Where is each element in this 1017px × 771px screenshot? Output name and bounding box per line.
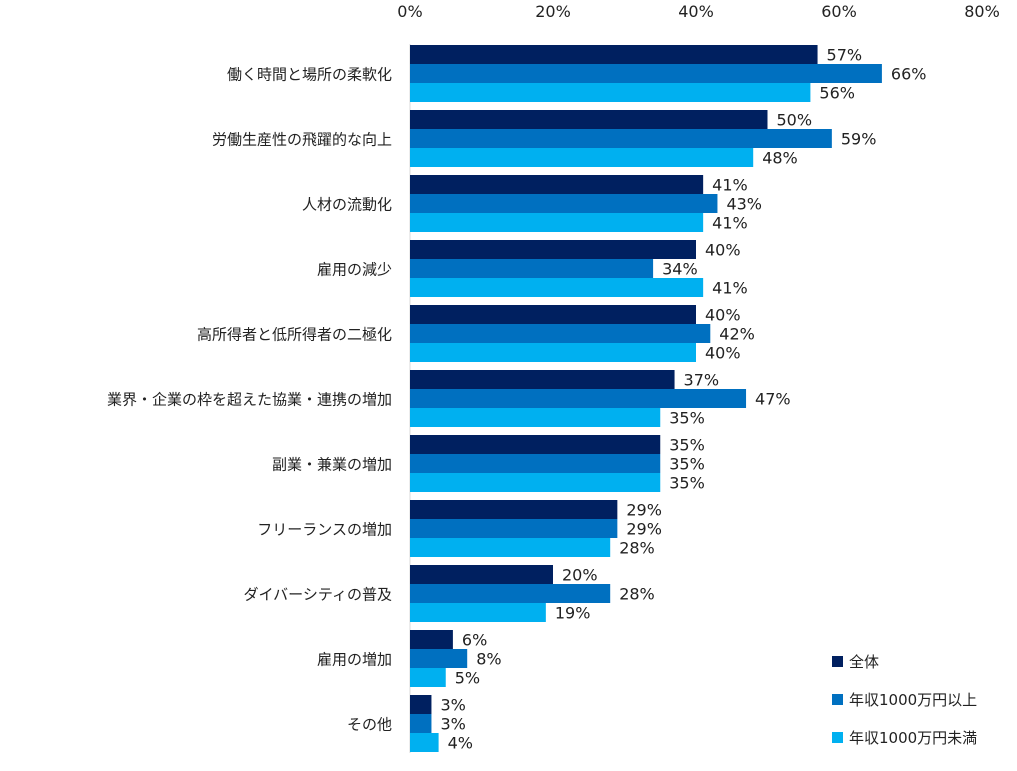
data-label: 8% xyxy=(476,650,501,669)
category-label: 業界・企業の枠を超えた協業・連携の増加 xyxy=(107,391,392,409)
bar xyxy=(410,64,882,83)
bar xyxy=(410,278,704,297)
data-label: 35% xyxy=(669,409,705,428)
legend-label: 年収1000万円以上 xyxy=(849,691,977,709)
data-label: 20% xyxy=(562,566,598,585)
data-label: 47% xyxy=(755,390,791,409)
bar xyxy=(410,45,818,64)
data-label: 48% xyxy=(762,149,798,168)
data-label: 40% xyxy=(705,344,741,363)
bar xyxy=(410,519,618,538)
bar xyxy=(410,175,704,194)
category-label: 働く時間と場所の柔軟化 xyxy=(227,66,392,84)
data-label: 35% xyxy=(669,474,705,493)
data-label: 40% xyxy=(705,306,741,325)
category-label: 労働生産性の飛躍的な向上 xyxy=(212,131,392,149)
bar xyxy=(410,565,553,584)
data-label: 29% xyxy=(626,501,662,520)
bar xyxy=(410,473,661,492)
bar xyxy=(410,213,704,232)
bar xyxy=(410,110,768,129)
data-label: 40% xyxy=(705,241,741,260)
category-label: フリーランスの増加 xyxy=(257,521,392,539)
bar xyxy=(410,389,747,408)
data-label: 42% xyxy=(719,325,755,344)
bar xyxy=(410,733,439,752)
legend-label: 年収1000万円未満 xyxy=(849,729,977,747)
bar xyxy=(410,83,811,102)
category-label: 人材の流動化 xyxy=(302,196,392,214)
data-label: 35% xyxy=(669,436,705,455)
data-label: 56% xyxy=(819,84,855,103)
data-label: 41% xyxy=(712,176,748,195)
legend-swatch xyxy=(832,732,843,743)
bar xyxy=(410,324,711,343)
data-label: 6% xyxy=(462,631,487,650)
data-label: 57% xyxy=(827,46,863,65)
data-label: 41% xyxy=(712,279,748,298)
data-label: 3% xyxy=(440,696,465,715)
bar xyxy=(410,584,611,603)
data-label: 50% xyxy=(777,111,813,130)
data-label: 66% xyxy=(891,65,927,84)
bar xyxy=(410,500,618,519)
bar xyxy=(410,668,446,687)
data-label: 34% xyxy=(662,260,698,279)
legend-swatch xyxy=(832,656,843,667)
data-label: 59% xyxy=(841,130,877,149)
category-label: 高所得者と低所得者の二極化 xyxy=(197,326,392,344)
bar xyxy=(410,714,432,733)
bar xyxy=(410,129,832,148)
bar xyxy=(410,148,754,167)
bar xyxy=(410,435,661,454)
category-label: 副業・兼業の増加 xyxy=(272,456,392,474)
data-label: 28% xyxy=(619,539,655,558)
bar xyxy=(410,454,661,473)
category-label: その他 xyxy=(347,716,392,734)
category-label: 雇用の減少 xyxy=(317,261,392,279)
bar xyxy=(410,603,546,622)
bar xyxy=(410,408,661,427)
data-label: 29% xyxy=(626,520,662,539)
data-label: 41% xyxy=(712,214,748,233)
bar xyxy=(410,649,468,668)
bar xyxy=(410,240,696,259)
bar xyxy=(410,695,432,714)
data-label: 5% xyxy=(455,669,480,688)
bar xyxy=(410,370,675,389)
legend-label: 全体 xyxy=(849,653,879,671)
category-label: ダイバーシティの普及 xyxy=(243,586,392,604)
legend-swatch xyxy=(832,694,843,705)
x-tick-label: 80% xyxy=(964,2,1000,21)
bar xyxy=(410,305,696,324)
data-label: 37% xyxy=(684,371,720,390)
bar xyxy=(410,343,696,362)
x-tick-label: 40% xyxy=(678,2,714,21)
bar xyxy=(410,194,718,213)
category-label: 雇用の増加 xyxy=(317,651,392,669)
bar xyxy=(410,630,453,649)
x-tick-label: 0% xyxy=(397,2,422,21)
bar xyxy=(410,538,611,557)
data-label: 43% xyxy=(726,195,762,214)
data-label: 35% xyxy=(669,455,705,474)
x-tick-label: 60% xyxy=(821,2,857,21)
data-label: 3% xyxy=(440,715,465,734)
bar xyxy=(410,259,654,278)
data-label: 28% xyxy=(619,585,655,604)
x-tick-label: 20% xyxy=(535,2,571,21)
data-label: 4% xyxy=(448,734,473,753)
data-label: 19% xyxy=(555,604,591,623)
